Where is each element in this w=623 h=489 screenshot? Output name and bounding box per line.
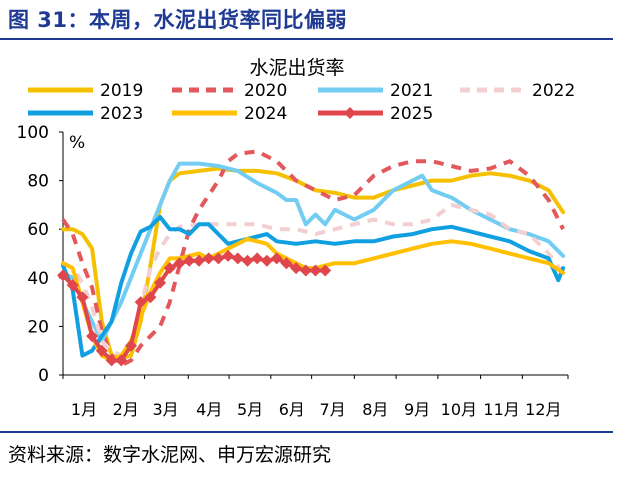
legend-item-2021: 2021 (318, 81, 433, 101)
x-tick-label: 11月 (483, 400, 519, 419)
data-point (241, 254, 254, 267)
data-point (222, 249, 235, 262)
line-chart: 水泥出货率 2019 2020 2021 2022 2023 2024 2025 0 20 40… (17, 57, 576, 419)
data-point (290, 262, 303, 275)
data-point (251, 252, 264, 265)
y-tick-label: 40 (27, 269, 49, 289)
legend-item-2020: 2020 (172, 81, 287, 101)
series-line-2025 (61, 253, 328, 363)
legend-marker (344, 107, 356, 119)
data-point (309, 264, 322, 277)
legend-label: 2022 (532, 81, 575, 101)
x-tick-label: 1月 (71, 400, 97, 419)
series-2025 (57, 249, 332, 367)
legend-label: 2019 (100, 81, 143, 101)
data-point (105, 354, 118, 367)
figure-title: 图 31：本周，水泥出货率同比偏弱 (8, 8, 348, 32)
chart-series (57, 149, 566, 368)
series-line-2021 (61, 161, 566, 343)
x-tick-label: 3月 (152, 400, 178, 419)
footer-divider (0, 431, 613, 433)
legend-item-2025: 2025 (318, 104, 433, 124)
legend-item-2019: 2019 (28, 81, 143, 101)
data-point (173, 257, 186, 270)
x-tick-label: 4月 (196, 400, 222, 419)
y-tick-label: 100 (17, 123, 49, 143)
data-point (319, 264, 332, 277)
chart-title: 水泥出货率 (249, 57, 344, 79)
data-point (280, 257, 293, 270)
x-tick-label: 6月 (279, 400, 305, 419)
chart-axes: 0 20 40 60 80 100 % 1月 2月 3月 4月 5月 6月 7月 8月 9月 10月 11月 12月 (17, 123, 569, 419)
y-tick-label: 0 (38, 366, 49, 386)
data-point (260, 254, 273, 267)
legend-label: 2020 (244, 81, 287, 101)
legend-label: 2023 (100, 104, 143, 124)
source-note: 资料来源：数字水泥网、申万宏源研究 (8, 444, 332, 466)
x-tick-label: 7月 (320, 400, 346, 419)
data-point (76, 291, 89, 304)
data-point (154, 276, 167, 289)
x-tick-label: 5月 (237, 400, 263, 419)
x-tick-label: 10月 (441, 400, 477, 419)
series-2021 (61, 161, 566, 343)
data-point (163, 262, 176, 275)
title-divider (0, 38, 613, 40)
x-tick-label: 9月 (404, 400, 430, 419)
data-point (231, 252, 244, 265)
data-point (57, 269, 69, 282)
data-point (115, 354, 128, 367)
data-point (86, 330, 99, 343)
data-point (134, 296, 147, 309)
chart-legend: 2019 2020 2021 2022 2023 2024 2025 (28, 81, 575, 124)
data-point (212, 252, 225, 265)
data-point (144, 291, 157, 304)
legend-label: 2025 (390, 104, 433, 124)
y-axis-unit: % (69, 133, 85, 153)
data-point (95, 344, 108, 357)
y-tick-label: 80 (27, 172, 49, 192)
data-point (66, 279, 79, 292)
data-point (299, 264, 312, 277)
data-point (125, 339, 137, 352)
legend-label: 2021 (390, 81, 433, 101)
data-point (202, 252, 215, 265)
y-tick-label: 20 (27, 317, 49, 337)
x-tick-label: 2月 (113, 400, 139, 419)
x-tick-label: 12月 (525, 400, 561, 419)
data-point (270, 252, 283, 265)
legend-item-2022: 2022 (460, 81, 575, 101)
legend-item-2024: 2024 (172, 104, 287, 124)
x-tick-label: 8月 (362, 400, 388, 419)
legend-label: 2024 (244, 104, 287, 124)
legend-item-2023: 2023 (28, 104, 143, 124)
y-tick-label: 60 (27, 220, 49, 240)
